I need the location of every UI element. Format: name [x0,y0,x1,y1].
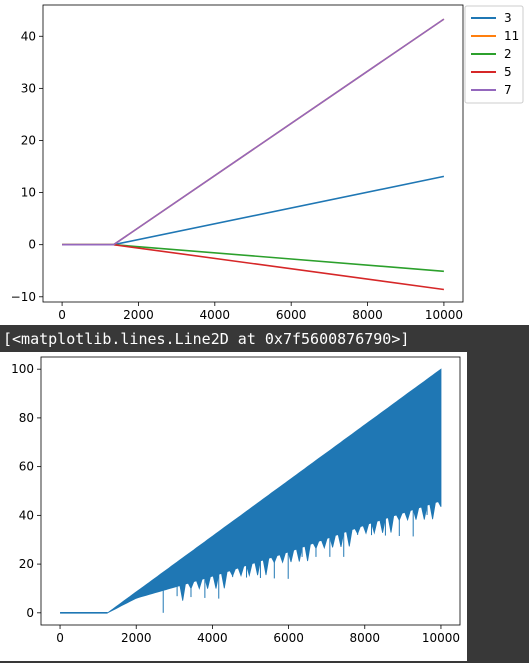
legend-label-7: 7 [504,83,512,97]
chart2-ticks: 0 2000 4000 6000 8000 10000 0 20 40 60 80 100 [11,362,460,645]
line-chart-2: 0 2000 4000 6000 8000 10000 0 20 40 60 80 100 [11,356,461,645]
chart2-xtick-label: 2000 [121,631,152,645]
chart2-xtick-label: 6000 [273,631,304,645]
chart2-dense-line [60,368,442,614]
chart1-ytick-label: 30 [21,81,36,95]
series-line-11 [62,18,445,246]
chart1-ytick-label: 10 [21,186,36,200]
legend-label-2: 2 [504,47,512,61]
chart2-xtick-label: 8000 [349,631,380,645]
cell-output-text: [<matplotlib.lines.Line2D at 0x7f5600876… [3,330,410,348]
legend-label-5: 5 [504,65,512,79]
chart1-xtick-label: 2000 [123,308,154,322]
chart2-xtick-label: 0 [56,631,64,645]
series-line-3 [62,175,445,246]
chart1-ytick-label: 0 [28,238,36,252]
chart2-ytick-label: 40 [19,508,34,522]
chart2-xtick-label: 10000 [422,631,460,645]
chart1-axes-frame [42,4,464,303]
dense-line-area [107,368,442,614]
line-chart-1: 0 2000 4000 6000 8000 10000 −10 0 10 20 30 40 3 11 2 5… [11,4,524,322]
chart2-xtick-label: 4000 [197,631,228,645]
chart1-ytick-label: 20 [21,133,36,147]
series-line-2 [62,243,444,273]
chart2-ytick-label: 20 [19,557,34,571]
chart1-xtick-label: 6000 [276,308,307,322]
chart1-ytick-label: −10 [11,290,36,304]
chart1-xtick-label: 4000 [200,308,231,322]
chart1-lines [62,18,445,291]
chart2-ytick-label: 0 [26,606,34,620]
legend-label-3: 3 [504,11,512,25]
chart1-ytick-label: 40 [21,29,36,43]
chart2-ytick-label: 60 [19,460,34,474]
chart2-ytick-label: 80 [19,411,34,425]
legend-label-11: 11 [504,29,519,43]
chart2-axes-frame [40,356,461,626]
chart1-xtick-label: 8000 [352,308,383,322]
chart1-xtick-label: 10000 [425,308,463,322]
chart1-xtick-label: 0 [58,308,66,322]
chart1-ticks: 0 2000 4000 6000 8000 10000 −10 0 10 20 30 40 [11,29,463,322]
chart1-legend: 3 11 2 5 7 [464,5,524,104]
chart2-ytick-label: 100 [11,362,34,376]
series-line-7 [62,18,445,246]
